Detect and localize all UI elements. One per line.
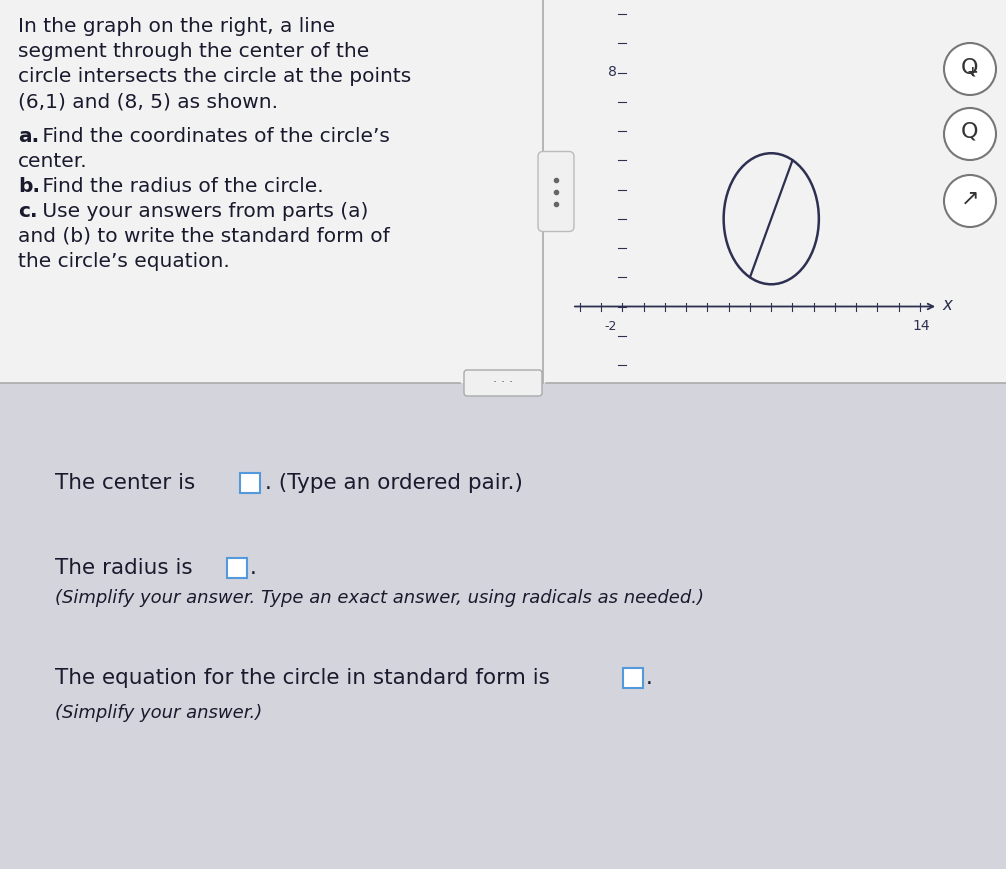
Text: x: x — [942, 295, 952, 314]
Text: · · ·: · · · — [493, 376, 513, 389]
FancyBboxPatch shape — [623, 668, 643, 688]
Text: . (Type an ordered pair.): . (Type an ordered pair.) — [265, 473, 523, 493]
Text: the circle’s equation.: the circle’s equation. — [18, 252, 229, 271]
Circle shape — [944, 175, 996, 227]
Text: (6,1) and (8, 5) as shown.: (6,1) and (8, 5) as shown. — [18, 92, 278, 111]
FancyBboxPatch shape — [538, 151, 574, 231]
Text: Find the coordinates of the circle’s: Find the coordinates of the circle’s — [36, 127, 390, 146]
Text: The radius is: The radius is — [55, 558, 192, 578]
Text: In the graph on the right, a line: In the graph on the right, a line — [18, 17, 335, 36]
Text: The center is: The center is — [55, 473, 195, 493]
FancyBboxPatch shape — [464, 370, 542, 396]
Text: Q: Q — [962, 57, 979, 77]
Text: .: . — [646, 668, 653, 688]
Text: 14: 14 — [912, 320, 930, 334]
Text: and (b) to write the standard form of: and (b) to write the standard form of — [18, 227, 389, 246]
Text: c.: c. — [18, 202, 37, 221]
Text: +: + — [966, 65, 978, 79]
Text: center.: center. — [18, 152, 88, 171]
Text: Use your answers from parts (a): Use your answers from parts (a) — [36, 202, 368, 221]
Text: circle intersects the circle at the points: circle intersects the circle at the poin… — [18, 67, 411, 86]
Circle shape — [944, 108, 996, 160]
Text: Q: Q — [962, 122, 979, 142]
FancyBboxPatch shape — [227, 558, 247, 578]
Text: The equation for the circle in standard form is: The equation for the circle in standard … — [55, 668, 550, 688]
Text: 8: 8 — [608, 64, 617, 78]
Text: -2: -2 — [605, 320, 617, 333]
FancyBboxPatch shape — [240, 473, 260, 493]
Text: Find the radius of the circle.: Find the radius of the circle. — [36, 177, 324, 196]
Text: a.: a. — [18, 127, 39, 146]
Text: (Simplify your answer.): (Simplify your answer.) — [55, 704, 263, 722]
Text: ↗: ↗ — [961, 189, 979, 209]
FancyBboxPatch shape — [0, 383, 1006, 869]
Text: b.: b. — [18, 177, 40, 196]
Text: .: . — [250, 558, 257, 578]
Circle shape — [944, 43, 996, 95]
Text: segment through the center of the: segment through the center of the — [18, 42, 369, 61]
Text: (Simplify your answer. Type an exact answer, using radicals as needed.): (Simplify your answer. Type an exact ans… — [55, 589, 704, 607]
FancyBboxPatch shape — [0, 0, 1006, 383]
